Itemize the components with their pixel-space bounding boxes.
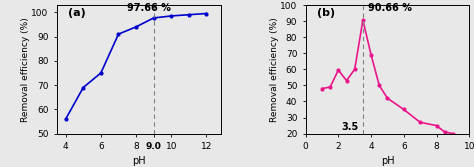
Y-axis label: Removal efficiency (%): Removal efficiency (%) xyxy=(21,17,30,122)
Text: 3.5: 3.5 xyxy=(342,122,359,132)
Text: (b): (b) xyxy=(317,8,335,18)
Text: 97.66 %: 97.66 % xyxy=(127,3,171,13)
Y-axis label: Removal efficiency (%): Removal efficiency (%) xyxy=(270,17,279,122)
Text: (a): (a) xyxy=(68,8,86,18)
X-axis label: pH: pH xyxy=(132,156,146,166)
X-axis label: pH: pH xyxy=(381,156,394,166)
Text: 90.66 %: 90.66 % xyxy=(368,4,412,13)
